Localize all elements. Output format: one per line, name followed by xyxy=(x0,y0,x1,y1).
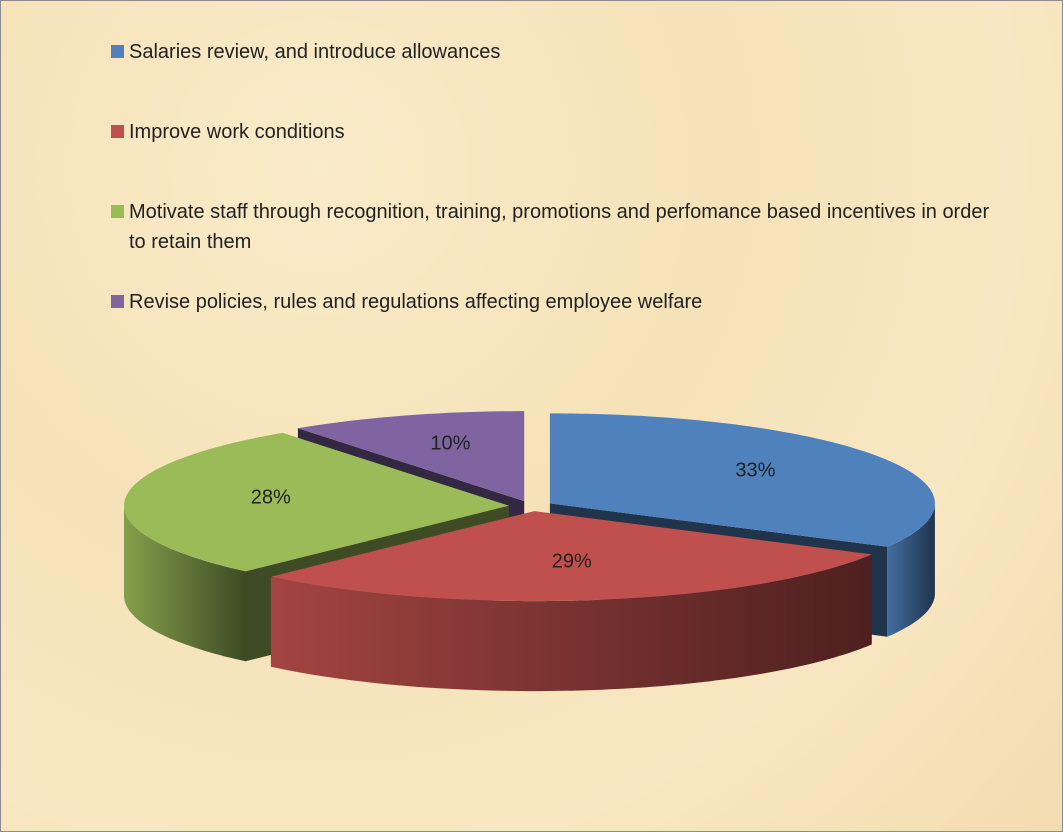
slice xyxy=(270,511,872,692)
legend-label: Motivate staff through recognition, trai… xyxy=(129,201,990,253)
data-label: 28% xyxy=(251,486,291,508)
data-label: 33% xyxy=(735,459,775,481)
legend-item: Revise policies, rules and regulations a… xyxy=(111,287,991,317)
slice-outer-side xyxy=(887,503,935,637)
legend-item: Motivate staff through recognition, trai… xyxy=(111,197,991,257)
legend-label: Salaries review, and introduce allowance… xyxy=(129,41,501,63)
legend-swatch xyxy=(111,45,124,58)
slice-top xyxy=(549,413,935,547)
slice-top xyxy=(124,432,509,572)
slice-top xyxy=(270,511,872,602)
legend-label: Revise policies, rules and regulations a… xyxy=(129,291,703,313)
legend-item: Salaries review, and introduce allowance… xyxy=(111,37,991,67)
slice-outer-side xyxy=(124,505,246,662)
legend-swatch xyxy=(111,295,124,308)
slice-outer-side xyxy=(270,554,872,692)
data-label: 29% xyxy=(552,550,592,572)
slice-top xyxy=(297,411,525,502)
data-label: 10% xyxy=(430,432,470,454)
legend-swatch xyxy=(111,205,124,218)
legend-swatch xyxy=(111,125,124,138)
legend-label: Improve work conditions xyxy=(129,121,345,143)
legend-item: Improve work conditions xyxy=(111,117,991,147)
